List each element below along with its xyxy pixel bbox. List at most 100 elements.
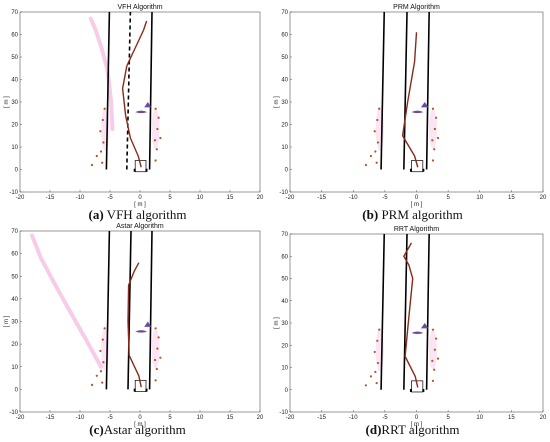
obstacle-point-c-6: [90, 383, 94, 386]
obstacle-point-b-13: [431, 107, 435, 110]
planned-path-b: [401, 32, 419, 168]
y-tick-label-c-4: 30: [11, 320, 18, 326]
y-tick-label-c-5: 40: [11, 297, 18, 303]
obstacle-halo-right-b: [428, 109, 437, 149]
target-vehicle-b: [411, 110, 424, 114]
caption-letter-b: (b): [362, 207, 379, 222]
obstacle-point-d-12: [435, 337, 438, 340]
obstacle-point-b-7: [378, 107, 381, 110]
obstacle-point-b-11: [433, 127, 436, 131]
obstacle-point-a-13: [154, 107, 157, 110]
x-tick-label-d-7: 15: [508, 415, 515, 421]
chart-svg-b: PRM Algorithm -20 -15 -10 -5 0 5 10 15 20 -10 0 10 20…: [274, 4, 547, 208]
target-arrow-d: [420, 323, 429, 329]
obstacle-point-c-13: [154, 327, 157, 330]
y-tick-label-a-1: 0: [15, 168, 19, 174]
lane-line-b-1: [403, 11, 408, 170]
chart-title-d: RRT Algorithm: [394, 226, 439, 233]
y-tick-label-d-1: 0: [285, 388, 289, 394]
target-arrow-c: [144, 321, 152, 327]
caption-letter-a: (a): [88, 207, 104, 222]
y-tick-label-b-4: 30: [281, 100, 288, 106]
x-tick-label-c-5: 5: [168, 415, 172, 421]
y-tick-label-b-6: 50: [281, 55, 288, 61]
target-vehicle-d: [411, 331, 424, 335]
obstacle-point-b-0: [375, 161, 378, 164]
chart-panel-d: RRT Algorithm -20 -15 -10 -5 0 5 10 15 20 -10 0 10 20…: [274, 222, 550, 442]
ego-wheel-right-b: [422, 168, 425, 172]
planned-path-d: [403, 242, 419, 388]
ego-wheel-left-b: [409, 168, 412, 172]
obstacle-point-d-10: [431, 359, 434, 362]
y-tick-label-c-6: 50: [11, 274, 18, 280]
x-tick-label-a-4: 0: [138, 195, 142, 201]
obstacle-point-a-10: [153, 139, 157, 142]
x-tick-label-a-6: 10: [197, 195, 204, 201]
chart-svg-c: Astar Algorithm -20 -15 -10 -5 0 5 10 15 20 -10 0 10…: [4, 223, 264, 428]
ego-wheel-right-a: [145, 168, 148, 172]
y-tick-label-d-0: -10: [279, 410, 288, 416]
obstacle-point-d-8: [431, 379, 435, 382]
y-tick-label-c-8: 70: [11, 229, 18, 235]
y-tick-label-d-5: 40: [281, 299, 288, 305]
y-tick-label-d-3: 20: [281, 343, 288, 349]
lane-line-a-2: [148, 11, 153, 170]
x-tick-label-a-0: -20: [16, 195, 25, 201]
lane-line-c-1: [127, 230, 132, 390]
chart-caption-a: (a) VFH algorithm: [0, 207, 275, 223]
y-tick-label-d-4: 30: [281, 321, 288, 327]
planned-path-c: [127, 262, 142, 388]
obstacle-point-b-12: [435, 116, 438, 119]
obstacle-point-b-6: [364, 163, 367, 167]
y-tick-label-b-2: 10: [281, 145, 288, 151]
caption-text-c: Astar algorithm: [103, 422, 186, 437]
y-tick-label-c-2: 10: [11, 365, 18, 371]
x-tick-label-c-7: 15: [227, 415, 234, 421]
obstacle-point-b-10: [431, 139, 434, 142]
x-tick-label-c-3: -5: [107, 415, 113, 421]
obstacle-point-d-1: [374, 370, 377, 374]
chart-caption-c: (c)Astar algorithm: [0, 422, 275, 438]
planned-path-a: [121, 20, 148, 168]
x-tick-label-c-4: 0: [138, 415, 142, 421]
obstacle-point-c-5: [95, 374, 98, 377]
lane-line-b-2: [425, 11, 430, 170]
y-tick-label-a-3: 20: [11, 123, 18, 129]
x-tick-label-d-1: -15: [317, 415, 326, 421]
ego-wheel-right-c: [145, 388, 148, 392]
y-axis-label-c: [ m ]: [4, 315, 10, 327]
x-tick-label-a-5: 5: [168, 195, 172, 201]
caption-text-a: VFH algorithm: [103, 207, 187, 222]
y-tick-label-c-3: 20: [11, 342, 18, 348]
obstacle-point-a-3: [99, 130, 102, 133]
obstacle-halo-right-d: [428, 329, 437, 370]
obstacle-point-b-2: [376, 141, 380, 144]
x-axis-label-a: [ m ]: [134, 202, 146, 208]
lane-line-b-0: [380, 11, 386, 170]
y-tick-label-b-3: 20: [281, 123, 288, 129]
obstacle-point-c-12: [157, 336, 160, 339]
x-axis-label-d: [ m ]: [411, 422, 423, 428]
obstacle-halo-right-a: [151, 109, 160, 149]
obstacle-point-b-4: [376, 118, 379, 122]
y-axis-label-b: [ m ]: [274, 96, 280, 108]
x-tick-label-a-7: 15: [227, 195, 234, 201]
obstacle-point-c-1: [99, 370, 103, 373]
x-tick-label-b-7: 15: [508, 195, 515, 201]
y-tick-label-b-0: -10: [279, 190, 288, 196]
x-tick-label-d-2: -10: [349, 415, 358, 421]
obstacle-point-b-3: [373, 130, 376, 133]
chart-panel-b: PRM Algorithm -20 -15 -10 -5 0 5 10 15 20 -10 0 10 20…: [274, 0, 550, 222]
obstacle-point-c-10: [153, 358, 157, 362]
obstacle-point-d-0: [375, 381, 378, 385]
obstacle-point-b-14: [436, 136, 440, 140]
x-tick-label-a-3: -5: [107, 195, 113, 201]
x-tick-label-c-0: -20: [16, 415, 25, 421]
y-axis-label-a: [ m ]: [4, 96, 10, 108]
x-tick-label-d-3: -5: [382, 415, 388, 421]
lane-line-c-0: [105, 230, 111, 390]
target-arrow-a: [144, 102, 152, 108]
obstacle-point-d-6: [364, 384, 367, 387]
obstacle-point-a-2: [102, 141, 105, 144]
x-tick-label-b-6: 10: [476, 195, 483, 201]
